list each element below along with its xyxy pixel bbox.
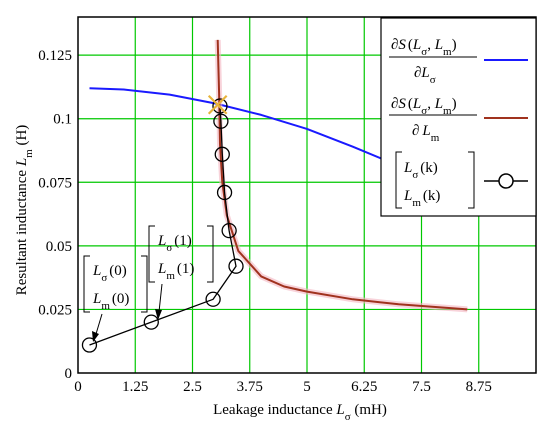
- series-3-point: [221, 222, 237, 239]
- annotation-k1: Lσ (1) Lm (1): [148, 225, 214, 320]
- legend-entry-3: Lσ (k) Lm (k): [395, 151, 528, 209]
- x-tick-label: 7.5: [412, 379, 431, 395]
- svg-text:Lσ(0): Lσ (0): [92, 263, 127, 284]
- y-tick-label: 0.025: [38, 302, 72, 318]
- y-tick-label: 0: [65, 366, 73, 382]
- y-tick-label: 0.125: [38, 48, 72, 64]
- x-tick-label: 8.75: [466, 379, 492, 395]
- svg-text:Lm(1): Lm (1): [157, 261, 194, 282]
- x-tick-label: 6.25: [351, 379, 377, 395]
- y-tick-label: 0.075: [38, 175, 72, 191]
- svg-text:∂Lm: ∂ Lm: [412, 123, 440, 144]
- x-tick-label: 1.25: [122, 379, 148, 395]
- svg-text:∂S(Lσ, Lm): ∂S (Lσ, Lm): [391, 37, 457, 58]
- svg-text:Lσ(k): Lσ (k): [403, 160, 438, 181]
- series-1-line: [89, 87, 390, 163]
- legend-entry-1: ∂S (Lσ, Lm) ∂Lσ: [389, 37, 528, 86]
- x-tick-label: 5: [303, 379, 311, 395]
- svg-text:Lσ(1): Lσ (1): [157, 233, 192, 254]
- series-3-point: [143, 314, 159, 330]
- series-3-point: [228, 258, 244, 274]
- y-tick-label: 0.05: [46, 239, 72, 255]
- x-axis-label: Leakage inductance Lσ (mH): [213, 402, 387, 423]
- svg-text:∂Lσ: ∂Lσ: [414, 65, 436, 86]
- x-tick-label: 3.75: [237, 379, 263, 395]
- legend-entry-2: ∂S (Lσ, Lm) ∂ Lm: [389, 96, 528, 144]
- series-3-point: [216, 184, 233, 201]
- legend-swatch-3-marker: [498, 173, 514, 189]
- x-tick-label: 0: [74, 379, 82, 395]
- y-tick-label: 0.1: [53, 112, 72, 128]
- svg-text:Lm(0): Lm (0): [92, 291, 129, 312]
- series-3-point: [214, 146, 230, 162]
- series-layer: [81, 39, 468, 353]
- intersection-marker: [207, 94, 228, 115]
- series-3-point: [213, 113, 229, 129]
- x-tick-label: 2.5: [183, 379, 202, 395]
- y-axis-label: Resultant inductance Lm (H): [14, 125, 35, 296]
- series-3-point: [212, 98, 228, 114]
- svg-text:∂S(Lσ, Lm): ∂S (Lσ, Lm): [391, 96, 457, 117]
- svg-text:Lm(k): Lm (k): [403, 188, 440, 209]
- legend: ∂S (Lσ, Lm) ∂Lσ ∂S (Lσ, Lm) ∂ Lm Lσ (k) Lm (k…: [380, 17, 537, 217]
- series-3-point: [81, 337, 98, 353]
- series-2-line: [216, 39, 468, 311]
- tick-labels: 0 1.25 2.5 3.75 5 6.25 7.5 8.75 0 0.025 0.05 0.075 0…: [38, 48, 492, 395]
- series-3-point: [205, 291, 221, 307]
- series-3-line: [89, 105, 237, 346]
- annotation-k0: Lσ (0) Lm (0): [83, 255, 148, 342]
- annotations: Lσ (0) Lm (0) Lσ (1) Lm (1): [83, 225, 214, 342]
